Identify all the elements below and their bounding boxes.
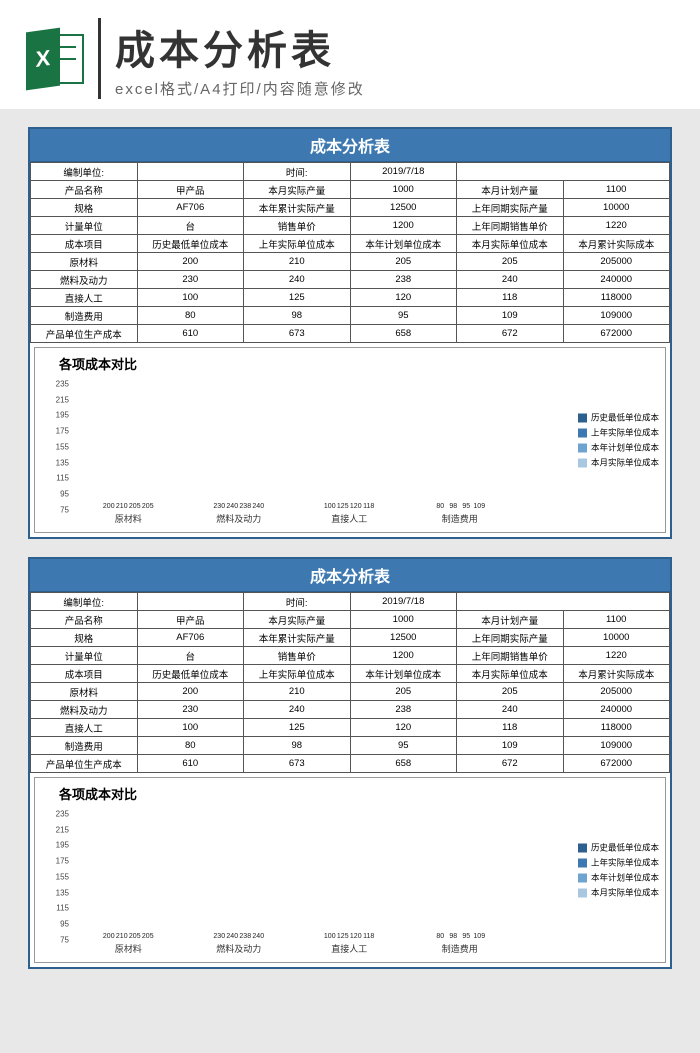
chart-legend: 历史最低单位成本上年实际单位成本本年计划单位成本本月实际单位成本 — [578, 409, 659, 472]
legend-item: 历史最低单位成本 — [578, 412, 659, 424]
legend-item: 本月实际单位成本 — [578, 457, 659, 469]
sheet-title: 成本分析表 — [30, 559, 670, 592]
legend-item: 上年实际单位成本 — [578, 857, 659, 869]
page-header: X 成本分析表 excel格式/A4打印/内容随意修改 — [0, 0, 700, 109]
cost-chart: 各项成本对比 759511513515517519521523520021020… — [34, 777, 666, 963]
plot-area: 2002102052052302402382401001251201188098… — [73, 376, 515, 510]
x-axis: 原材料燃料及动力直接人工制造费用 — [73, 942, 515, 958]
legend-item: 本年计划单位成本 — [578, 442, 659, 454]
legend-item: 历史最低单位成本 — [578, 842, 659, 854]
cost-sheet-2: 成本分析表编制单位:时间:2019/7/18产品名称甲产品本月实际产量1000本… — [28, 557, 672, 969]
cost-sheet-1: 成本分析表编制单位:时间:2019/7/18产品名称甲产品本月实际产量1000本… — [28, 127, 672, 539]
legend-item: 上年实际单位成本 — [578, 427, 659, 439]
excel-icon: X — [26, 30, 84, 88]
chart-title: 各项成本对比 — [59, 354, 661, 373]
legend-item: 本月实际单位成本 — [578, 887, 659, 899]
sheet-title: 成本分析表 — [30, 129, 670, 162]
y-axis: 7595115135155175195215235 — [35, 376, 71, 510]
cost-chart: 各项成本对比 759511513515517519521523520021020… — [34, 347, 666, 533]
plot-area: 2002102052052302402382401001251201188098… — [73, 806, 515, 940]
chart-title: 各项成本对比 — [59, 784, 661, 803]
y-axis: 7595115135155175195215235 — [35, 806, 71, 940]
legend-item: 本年计划单位成本 — [578, 872, 659, 884]
page-subtitle: excel格式/A4打印/内容随意修改 — [115, 78, 674, 99]
chart-legend: 历史最低单位成本上年实际单位成本本年计划单位成本本月实际单位成本 — [578, 839, 659, 902]
info-table: 编制单位:时间:2019/7/18产品名称甲产品本月实际产量1000本月计划产量… — [30, 592, 670, 773]
x-axis: 原材料燃料及动力直接人工制造费用 — [73, 512, 515, 528]
page-title: 成本分析表 — [115, 18, 674, 76]
title-block: 成本分析表 excel格式/A4打印/内容随意修改 — [98, 18, 674, 99]
info-table: 编制单位:时间:2019/7/18产品名称甲产品本月实际产量1000本月计划产量… — [30, 162, 670, 343]
